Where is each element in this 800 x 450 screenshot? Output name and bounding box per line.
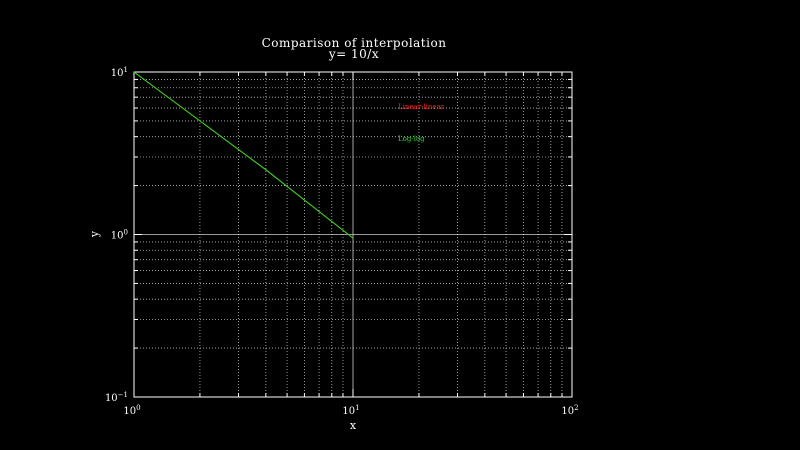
grid	[133, 71, 573, 398]
y-axis-label: y	[88, 230, 101, 238]
x-tick-label: 101	[342, 404, 359, 417]
y-tick-label: 10−1	[105, 391, 128, 404]
x-axis-label: x	[350, 419, 357, 432]
chart-title: Comparison of interpolation	[262, 36, 447, 50]
x-tick-label: 102	[561, 404, 578, 417]
series-lines	[133, 71, 354, 239]
chart-subtitle: y= 10/x	[328, 47, 379, 61]
axes	[133, 71, 573, 398]
y-tick-label: 101	[111, 66, 128, 79]
series-line-log-log	[133, 71, 354, 239]
legend-entry-log-log: Log-log	[398, 135, 425, 143]
x-tick-label: 100	[123, 404, 140, 417]
legend: Linear-linear Log-log	[398, 103, 445, 143]
legend-entry-linear-linear: Linear-linear	[398, 103, 445, 111]
y-tick-label: 100	[111, 229, 128, 242]
